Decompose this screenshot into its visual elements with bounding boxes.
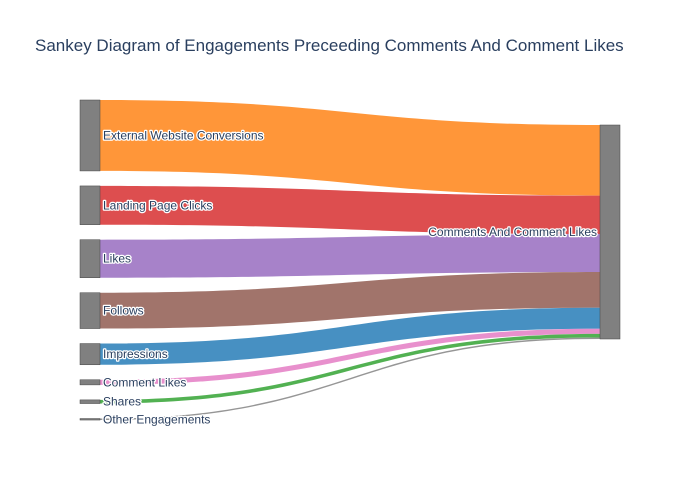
sankey-node-comment-likes[interactable] xyxy=(79,379,101,386)
sankey-nodes xyxy=(79,99,621,421)
sankey-node-label-likes: Likes xyxy=(103,252,131,266)
sankey-node-impressions[interactable] xyxy=(79,343,101,366)
sankey-node-label-follows: Follows xyxy=(103,304,144,318)
sankey-node-label-target: Comments And Comment Likes xyxy=(428,225,597,239)
sankey-links xyxy=(100,100,600,421)
sankey-node-landing-page-clicks[interactable] xyxy=(79,185,101,225)
sankey-link-comment-likes[interactable] xyxy=(100,328,600,385)
sankey-node-label-landing-page-clicks: Landing Page Clicks xyxy=(103,198,212,212)
sankey-link-other-engagements[interactable] xyxy=(100,337,600,421)
sankey-link-likes[interactable] xyxy=(100,234,600,278)
sankey-node-comments-and-comment-likes[interactable] xyxy=(599,124,621,340)
sankey-node-other-engagements[interactable] xyxy=(79,418,101,421)
sankey-labels: External Website Conversions Landing Page… xyxy=(102,127,599,427)
sankey-link-landing-page-clicks[interactable] xyxy=(100,185,600,235)
chart-title: Sankey Diagram of Engagements Preceeding… xyxy=(35,36,624,55)
sankey-node-label-comment-likes: Comment Likes xyxy=(103,375,186,389)
sankey-link-follows[interactable] xyxy=(100,272,600,329)
sankey-node-label-shares: Shares xyxy=(103,395,141,409)
sankey-node-likes[interactable] xyxy=(79,239,101,278)
sankey-node-shares[interactable] xyxy=(79,399,101,404)
sankey-node-label-other-engagements: Other Engagements xyxy=(103,412,210,426)
sankey-link-shares[interactable] xyxy=(100,333,600,404)
sankey-node-external-website-conversions[interactable] xyxy=(79,99,101,172)
sankey-link-impressions[interactable] xyxy=(100,307,600,365)
sankey-node-label-impressions: Impressions xyxy=(103,347,168,361)
sankey-node-follows[interactable] xyxy=(79,292,101,329)
sankey-link-external-website-conversions[interactable] xyxy=(100,100,600,196)
sankey-node-label-external-website-conversions: External Website Conversions xyxy=(103,128,264,142)
